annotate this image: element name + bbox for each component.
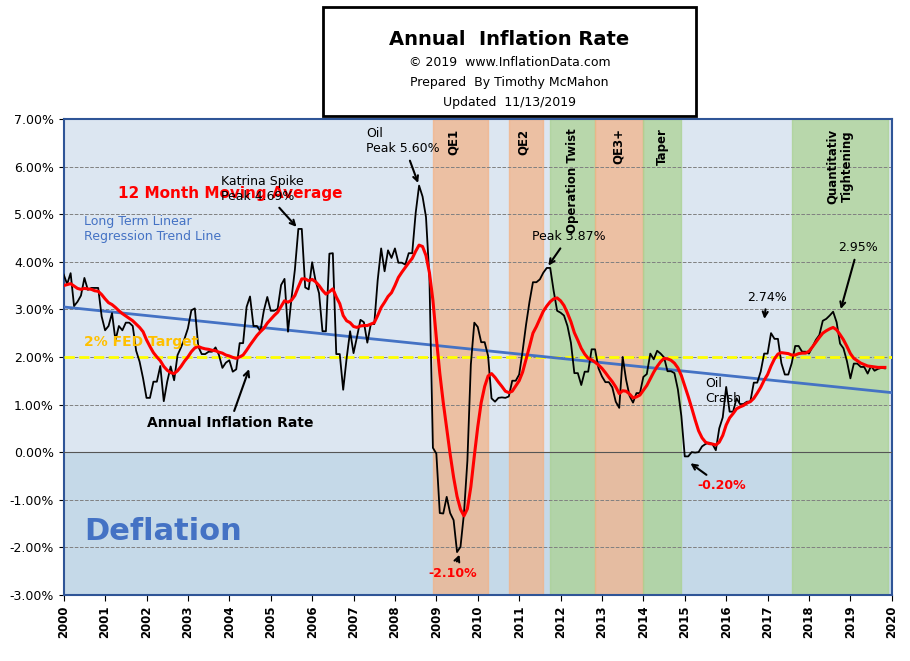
Text: Operation Twist: Operation Twist bbox=[566, 128, 579, 233]
Text: 2% FED Target: 2% FED Target bbox=[85, 336, 198, 350]
Bar bbox=[643, 119, 682, 595]
Text: Taper: Taper bbox=[656, 128, 669, 165]
Text: Katrina Spike
Peak 4.69%: Katrina Spike Peak 4.69% bbox=[221, 175, 304, 225]
Text: Annual Inflation Rate: Annual Inflation Rate bbox=[147, 371, 313, 430]
Text: © 2019  www.InflationData.com: © 2019 www.InflationData.com bbox=[409, 56, 611, 69]
Text: 2.74%: 2.74% bbox=[747, 291, 786, 317]
Text: Long Term Linear
Regression Trend Line: Long Term Linear Regression Trend Line bbox=[85, 215, 221, 243]
Text: 2.95%: 2.95% bbox=[838, 241, 878, 307]
Text: Prepared  By Timothy McMahon: Prepared By Timothy McMahon bbox=[410, 76, 609, 89]
Text: -2.10%: -2.10% bbox=[428, 557, 477, 580]
Text: Oil
Crash: Oil Crash bbox=[705, 377, 742, 405]
Text: Updated  11/13/2019: Updated 11/13/2019 bbox=[443, 96, 576, 109]
Text: -0.20%: -0.20% bbox=[693, 465, 746, 492]
Text: Quantitativ
Tightening: Quantitativ Tightening bbox=[826, 128, 854, 204]
Text: QE3+: QE3+ bbox=[612, 128, 625, 165]
Text: © 2019  www.InflationData.com: © 2019 www.InflationData.com bbox=[409, 56, 611, 69]
Text: QE2: QE2 bbox=[517, 128, 530, 155]
Text: Annual  Inflation Rate: Annual Inflation Rate bbox=[389, 30, 630, 49]
Text: 12 Month Moving Average: 12 Month Moving Average bbox=[117, 186, 342, 200]
Bar bbox=[433, 119, 488, 595]
Text: Prepared  By Timothy McMahon: Prepared By Timothy McMahon bbox=[410, 76, 609, 89]
Bar bbox=[595, 119, 643, 595]
Bar bbox=[64, 452, 892, 595]
Bar bbox=[509, 119, 543, 595]
Text: Deflation: Deflation bbox=[85, 517, 242, 546]
Bar bbox=[551, 119, 595, 595]
Bar bbox=[792, 119, 888, 595]
Text: Updated  11/13/2019: Updated 11/13/2019 bbox=[443, 96, 576, 109]
Text: Annual  Inflation Rate: Annual Inflation Rate bbox=[389, 30, 630, 49]
Text: Peak 3.87%: Peak 3.87% bbox=[531, 230, 605, 264]
Text: QE1: QE1 bbox=[447, 128, 460, 155]
Text: Oil
Peak 5.60%: Oil Peak 5.60% bbox=[366, 128, 440, 181]
